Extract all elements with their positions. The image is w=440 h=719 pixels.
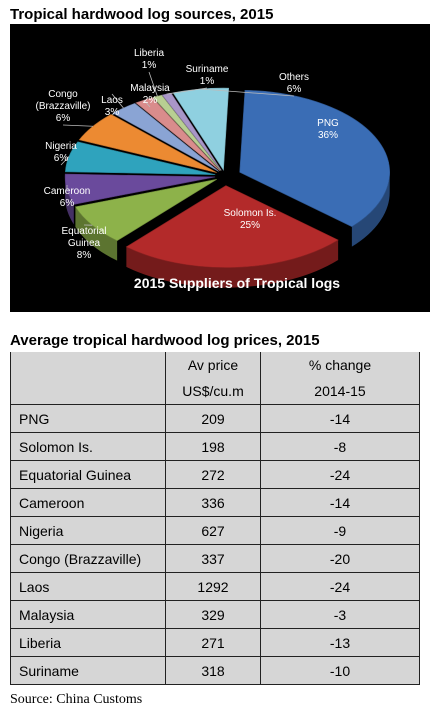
pie-slice-wall [126,240,339,288]
table-cell-price: 271 [165,628,261,657]
pie-slice-label: Equatorial Guinea 8% [61,226,106,261]
pie-slices [64,87,391,268]
pie-slice [112,103,219,172]
table-cell-change: -3 [260,600,420,629]
table-cell-price: 272 [165,460,261,489]
pie-leader-line [200,88,295,97]
table-header-cell [10,378,166,405]
table-header-row: Av price % change [10,352,420,378]
table-row: Liberia 271 -13 [10,628,420,657]
table-cell-price: 627 [165,516,261,545]
pie-slice-wall [351,172,390,247]
table-cell-change: -10 [260,656,420,685]
table-row: Cameroon 336 -14 [10,488,420,517]
table-cell-country: PNG [10,404,166,433]
table-row: PNG 209 -14 [10,404,420,433]
pie-chart: PNG 36% Solomon Is. 25% Equatorial Guinea 8% Ca… [10,24,430,312]
pie-chart-svg: PNG 36% Solomon Is. 25% Equatorial Guinea 8% Ca… [35,48,391,291]
table-header-cell: Av price [165,352,261,378]
table-cell-change: -13 [260,628,420,657]
pie-slice-label: Congo (Brazzaville) 6% [35,89,90,124]
pie-slice [74,179,217,242]
table-header-cell: 2014-15 [260,378,420,405]
table-header-row: US$/cu.m 2014-15 [10,378,420,405]
pie-slice [125,185,339,268]
table-header-cell: % change [260,352,420,378]
pie-leader-line [143,99,151,108]
pie-leader-line [166,87,208,95]
table-cell-change: -20 [260,544,420,573]
table-cell-country: Cameroon [10,488,166,517]
pie-slice-label: Nigeria 6% [45,141,77,164]
pie-leader-line [111,93,124,109]
price-table: Av price % change US$/cu.m 2014-15 PNG 20… [10,352,420,685]
table-cell-price: 1292 [165,572,261,601]
table-header-cell [10,352,166,378]
pie-3d-walls [65,172,390,288]
table-cell-price: 336 [165,488,261,517]
table-cell-country: Malaysia [10,600,166,629]
table-cell-price: 318 [165,656,261,685]
table-cell-country: Nigeria [10,516,166,545]
pie-slice-label: Laos 3% [101,95,123,118]
table-row: Congo (Brazzaville) 337 -20 [10,544,420,573]
pie-slice-label: Suriname 1% [186,64,229,87]
pie-leader-line [60,156,70,166]
table-cell-price: 209 [165,404,261,433]
pie-labels: PNG 36% Solomon Is. 25% Equatorial Guinea 8% Ca… [35,48,339,261]
table-cell-price: 337 [165,544,261,573]
table-row: Suriname 318 -10 [10,656,420,685]
table-row: Laos 1292 -24 [10,572,420,601]
table-cell-price: 198 [165,432,261,461]
pie-slice [65,141,216,175]
table-cell-change: -24 [260,460,420,489]
table-cell-country: Suriname [10,656,166,685]
pie-leader-line [148,71,158,97]
table-cell-country: Liberia [10,628,166,657]
table-row: Solomon Is. 198 -8 [10,432,420,461]
pie-slice-label: Solomon Is. 25% [224,208,277,231]
table-cell-country: Congo (Brazzaville) [10,544,166,573]
table-cell-change: -14 [260,404,420,433]
table-row: Equatorial Guinea 272 -24 [10,460,420,489]
table-cell-change: -24 [260,572,420,601]
pie-inner-title: 2015 Suppliers of Tropical logs [134,275,340,291]
pie-slice-label: Others 6% [279,72,309,95]
pie-slice [152,94,222,171]
table-cell-change: -14 [260,488,420,517]
table-header-cell: US$/cu.m [165,378,261,405]
pie-slice-label: Cameroon 6% [44,186,91,209]
pie-slice-wall [75,206,118,261]
pie-leader-lines [60,71,295,226]
table-cell-change: -9 [260,516,420,545]
table-cell-country: Laos [10,572,166,601]
table-cell-price: 329 [165,600,261,629]
pie-leader-line [62,124,93,127]
pie-slice-wall [65,176,74,225]
pie-slice-label: Malaysia 2% [130,83,170,106]
table-title: Average tropical hardwood log prices, 20… [10,332,320,349]
table-row: Malaysia 329 -3 [10,600,420,629]
table-cell-change: -8 [260,432,420,461]
pie-slice [239,89,391,228]
pie-slice [78,114,217,173]
table-cell-country: Equatorial Guinea [10,460,166,489]
table-row: Nigeria 627 -9 [10,516,420,545]
pie-chart-title: Tropical hardwood log sources, 2015 [10,6,274,23]
pie-slice-label: Liberia 1% [134,48,164,71]
pie-slice-label: PNG 36% [317,118,339,141]
source-note: Source: China Customs [10,692,143,707]
table-cell-country: Solomon Is. [10,432,166,461]
